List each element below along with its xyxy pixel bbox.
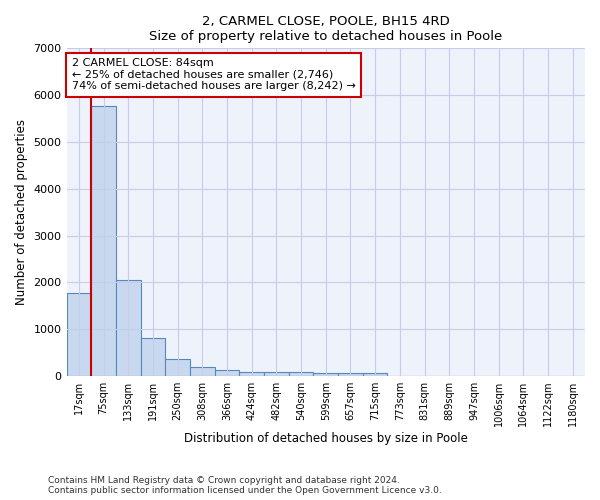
Bar (264, 372, 289, 376)
Bar (190, 366, 215, 376)
Bar (239, 372, 264, 376)
Bar (67, 292, 91, 376)
Bar (313, 373, 338, 376)
Bar (215, 370, 239, 376)
Bar (140, 338, 165, 376)
Bar (289, 372, 313, 376)
Bar (165, 359, 190, 376)
X-axis label: Distribution of detached houses by size in Poole: Distribution of detached houses by size … (184, 432, 468, 445)
Y-axis label: Number of detached properties: Number of detached properties (15, 119, 28, 305)
Bar (338, 373, 363, 376)
Text: Contains HM Land Registry data © Crown copyright and database right 2024.
Contai: Contains HM Land Registry data © Crown c… (48, 476, 442, 495)
Title: 2, CARMEL CLOSE, POOLE, BH15 4RD
Size of property relative to detached houses in: 2, CARMEL CLOSE, POOLE, BH15 4RD Size of… (149, 15, 502, 43)
Bar (363, 374, 388, 376)
Text: 2 CARMEL CLOSE: 84sqm
← 25% of detached houses are smaller (2,746)
74% of semi-d: 2 CARMEL CLOSE: 84sqm ← 25% of detached … (72, 58, 356, 92)
Bar (91, 106, 116, 376)
Bar (116, 280, 140, 376)
